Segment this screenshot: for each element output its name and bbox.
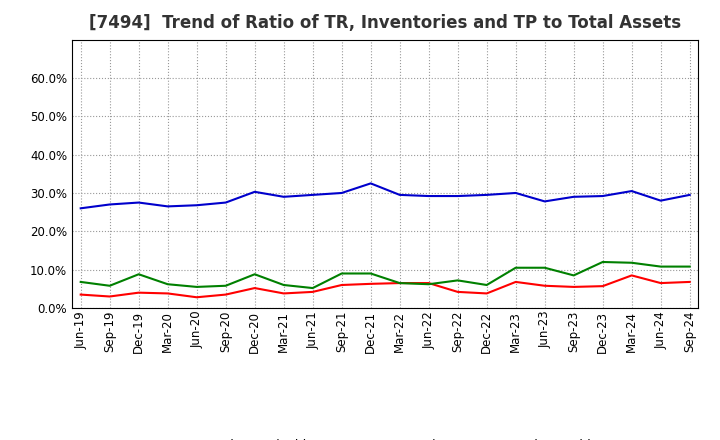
Inventories [308, 192, 317, 198]
Trade Payables [598, 259, 607, 264]
Inventories [366, 181, 375, 186]
Trade Payables [251, 271, 259, 277]
Line: Trade Receivables: Trade Receivables [81, 275, 690, 297]
Inventories [657, 198, 665, 203]
Inventories [424, 194, 433, 199]
Trade Payables [76, 279, 85, 285]
Trade Payables [135, 271, 143, 277]
Trade Receivables [279, 291, 288, 296]
Trade Payables [570, 273, 578, 278]
Trade Payables [308, 286, 317, 291]
Trade Payables [657, 264, 665, 269]
Inventories [105, 202, 114, 207]
Trade Receivables [482, 291, 491, 296]
Inventories [221, 200, 230, 205]
Trade Receivables [105, 294, 114, 299]
Trade Payables [482, 282, 491, 288]
Trade Receivables [541, 283, 549, 288]
Trade Receivables [424, 280, 433, 286]
Inventories [541, 199, 549, 204]
Inventories [685, 192, 694, 198]
Trade Receivables [627, 273, 636, 278]
Trade Payables [541, 265, 549, 270]
Line: Inventories: Inventories [81, 183, 690, 208]
Inventories [76, 205, 85, 211]
Inventories [192, 202, 201, 208]
Trade Receivables [135, 290, 143, 295]
Trade Payables [511, 265, 520, 270]
Trade Receivables [685, 279, 694, 285]
Trade Payables [454, 278, 462, 283]
Title: [7494]  Trend of Ratio of TR, Inventories and TP to Total Assets: [7494] Trend of Ratio of TR, Inventories… [89, 15, 681, 33]
Trade Payables [685, 264, 694, 269]
Trade Payables [192, 284, 201, 290]
Line: Trade Payables: Trade Payables [81, 262, 690, 288]
Trade Payables [105, 283, 114, 288]
Inventories [627, 188, 636, 194]
Trade Payables [366, 271, 375, 276]
Trade Receivables [454, 289, 462, 294]
Trade Receivables [76, 292, 85, 297]
Trade Receivables [338, 282, 346, 288]
Trade Receivables [192, 295, 201, 300]
Inventories [395, 192, 404, 198]
Inventories [570, 194, 578, 199]
Inventories [251, 189, 259, 194]
Trade Receivables [511, 279, 520, 285]
Trade Payables [424, 282, 433, 287]
Inventories [482, 192, 491, 198]
Inventories [163, 204, 172, 209]
Inventories [511, 191, 520, 196]
Trade Payables [279, 282, 288, 288]
Trade Receivables [163, 291, 172, 296]
Trade Receivables [598, 283, 607, 289]
Inventories [454, 194, 462, 199]
Inventories [135, 200, 143, 205]
Trade Receivables [657, 280, 665, 286]
Trade Receivables [366, 281, 375, 286]
Trade Receivables [395, 280, 404, 286]
Inventories [338, 191, 346, 196]
Trade Receivables [308, 289, 317, 294]
Inventories [279, 194, 288, 199]
Trade Payables [163, 282, 172, 287]
Trade Receivables [251, 286, 259, 291]
Trade Payables [338, 271, 346, 276]
Legend: Trade Receivables, Inventories, Trade Payables: Trade Receivables, Inventories, Trade Pa… [161, 434, 610, 440]
Trade Receivables [221, 292, 230, 297]
Trade Payables [221, 283, 230, 288]
Trade Payables [395, 280, 404, 286]
Inventories [598, 194, 607, 199]
Trade Receivables [570, 284, 578, 290]
Trade Payables [627, 260, 636, 265]
